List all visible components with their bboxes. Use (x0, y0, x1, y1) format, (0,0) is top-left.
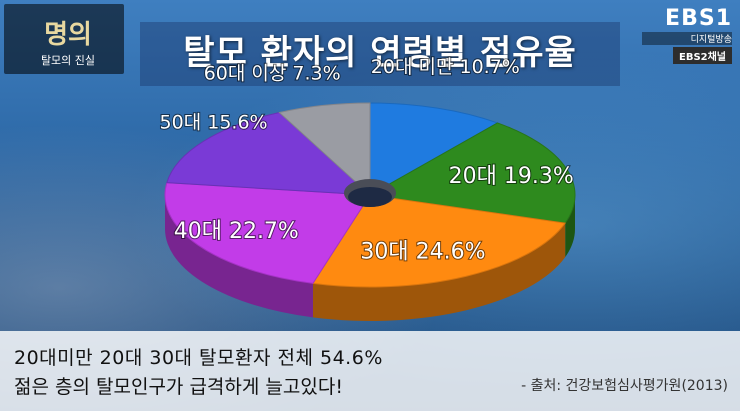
channel-badge: EBS2채널 (672, 47, 732, 64)
broadcaster-name: EBS1 (665, 6, 732, 31)
pie-hole-inner (348, 187, 392, 207)
caption-line-2: 젊은 층의 탈모인구가 급격하게 늘고있다! (14, 376, 343, 398)
pie-label-5: 60대 이상 7.3% (204, 63, 341, 85)
pie-center-hole (344, 179, 396, 207)
broadcaster-subtitle: 디지털방송 (642, 32, 732, 45)
program-logo-subtitle: 탈모의 진실 (40, 54, 96, 67)
pie-label-3: 40대 22.7% (174, 219, 299, 244)
pie-side-3 (165, 195, 313, 318)
pie-label-2: 30대 24.6% (360, 240, 485, 265)
pie-slices (164, 102, 576, 288)
broadcaster-logo: EBS1 디지털방송 EBS2채널 (642, 6, 732, 64)
pie-side-2 (312, 223, 566, 321)
pie-slice-2 (312, 194, 567, 288)
pie-slice-0 (369, 102, 499, 196)
program-logo: 명의 탈모의 진실 (4, 4, 124, 74)
pie-slice-3 (164, 182, 371, 284)
pie-label-4: 50대 15.6% (160, 112, 268, 134)
pie-slice-5 (278, 102, 371, 197)
title-bar (140, 22, 620, 86)
program-logo-title: 명의 (44, 20, 92, 50)
caption-box (0, 331, 740, 411)
pie-label-1: 20대 19.3% (449, 164, 574, 189)
pie-slice-4 (166, 111, 372, 196)
pie-slice-1 (368, 122, 576, 224)
caption-line-1: 20대미만 20대 30대 탈모환자 전체 54.6% (14, 347, 383, 369)
source-note: - 출처: 건강보험심사평가원(2013) (521, 378, 728, 394)
chart-title: 탈모 환자의 연령별 점유율 (183, 33, 577, 73)
pie-labels: 20대 미만 10.7% 20대 19.3% 30대 24.6% 40대 22.7% 5… (159, 55, 575, 266)
pie-label-0: 20대 미만 10.7% (371, 56, 520, 78)
